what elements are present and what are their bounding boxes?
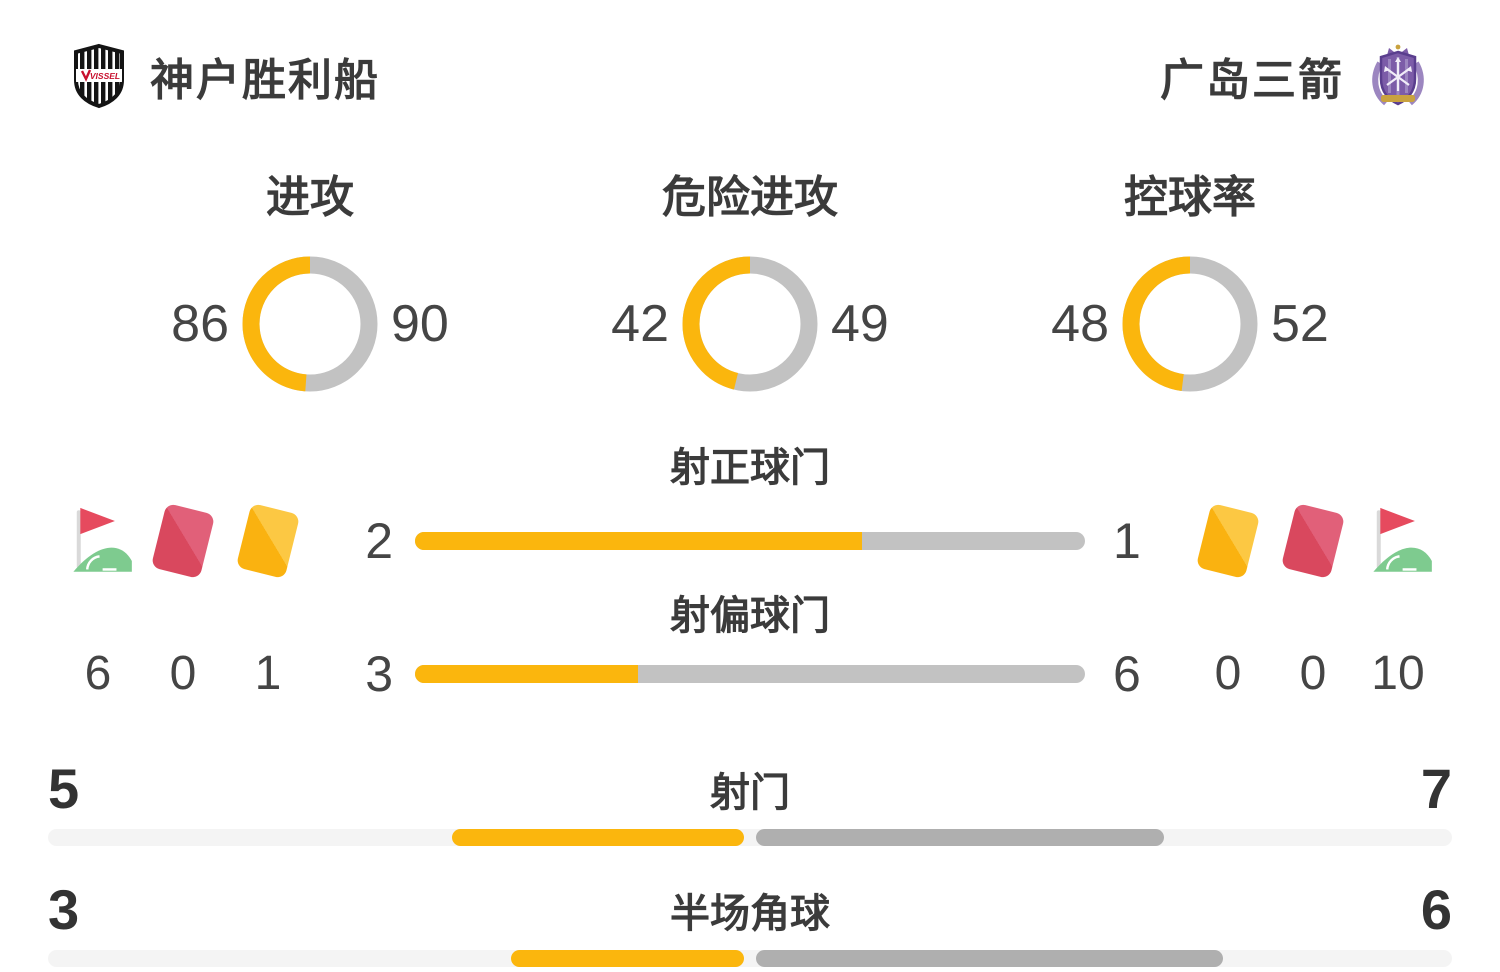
away-events-counts: 0 0 10 [1155,646,1500,701]
away-corners-count: 10 [1371,647,1425,701]
shots-off-target-row: 6 0 1 3 6 0 0 10 [0,637,1500,711]
vissel-kobe-crest-icon: VISSEL [74,43,124,109]
dangerous-attacks-title: 危险进攻 [662,173,838,222]
header: VISSEL 神户胜利船 广岛三箭 [0,0,1500,112]
half-corners-away-value: 6 [1420,877,1452,941]
home-yellow-cards-count: 1 [254,647,282,701]
corner-flag-icon [1373,507,1432,572]
total-shots-bar [48,828,1452,846]
total-shots-home-value: 5 [48,756,80,820]
attacks-donut-chart [242,256,378,392]
shots-on-target-away-value: 1 [1113,512,1141,569]
home-corners-count: 6 [84,647,112,701]
red-card-icon [150,502,216,579]
summary-bars-section: 5 射门 7 3 半场角球 6 [0,753,1500,967]
yellow-card-icon [1195,502,1261,579]
dangerous-attacks-donut-chart [682,256,818,392]
shots-on-target-row: 2 1 [0,489,1500,593]
half-corners-title: 半场角球 [670,891,830,936]
possession-away-value: 52 [1271,294,1329,353]
shots-off-target-away-value: 6 [1113,645,1141,702]
away-team-header: 广岛三箭 [1160,43,1428,109]
attacks-away-value: 90 [391,294,449,353]
total-shots-away-value: 7 [1420,756,1452,820]
half-corners-home-value: 3 [48,877,80,941]
yellow-card-icon [235,502,301,579]
home-events-icons [0,501,345,581]
away-yellow-cards-count: 0 [1214,647,1242,701]
dangerous-attacks-away-value: 49 [831,294,889,353]
total-shots-block: 5 射门 7 [48,753,1452,846]
shots-on-target-home-value: 2 [365,512,393,569]
total-shots-title: 射门 [710,770,790,815]
corner-flag-icon [73,507,132,572]
attacks-title: 进攻 [266,173,354,222]
home-team-header: VISSEL 神户胜利船 [72,43,380,109]
possession-donut-chart [1122,256,1258,392]
shots-off-target-bar [415,664,1085,683]
shots-off-target-home-value: 3 [365,645,393,702]
dangerous-attacks-donut-block: 危险进攻 42 49 [585,172,915,399]
home-team-name: 神户胜利船 [150,56,380,105]
possession-title: 控球率 [1124,173,1256,222]
half-corners-bar [48,949,1452,967]
away-red-cards-count: 0 [1299,647,1327,701]
attacks-donut-block: 进攻 86 90 [145,172,475,399]
half-corners-block: 3 半场角球 6 [48,874,1452,967]
shots-on-target-title: 射正球门 [670,445,830,490]
sanfrecce-hiroshima-crest-icon [1372,44,1424,106]
possession-home-value: 48 [1051,294,1109,353]
home-events-counts: 6 0 1 [0,646,345,701]
attacks-home-value: 86 [171,294,229,353]
away-team-name: 广岛三箭 [1160,56,1344,105]
duel-bars-section: 射正球门 2 1 [0,445,1500,711]
donut-stats-row: 进攻 86 90 危险进攻 42 [0,172,1500,399]
away-events-icons [1155,501,1500,581]
svg-text:VISSEL: VISSEL [90,71,120,81]
shots-on-target-bar [415,531,1085,550]
dangerous-attacks-home-value: 42 [611,294,669,353]
shots-off-target-title: 射偏球门 [670,593,830,638]
red-card-icon [1280,502,1346,579]
possession-donut-block: 控球率 48 52 [1025,172,1355,399]
home-red-cards-count: 0 [169,647,197,701]
